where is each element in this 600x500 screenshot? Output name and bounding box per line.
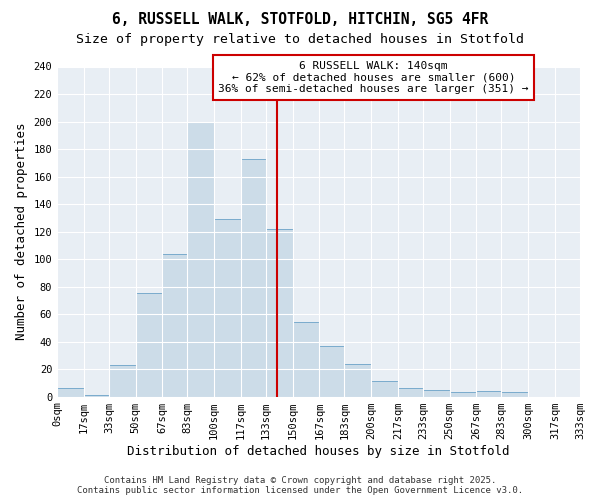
Bar xyxy=(476,391,502,396)
Bar xyxy=(163,254,187,396)
Bar xyxy=(423,390,449,396)
Bar xyxy=(502,392,528,396)
Bar xyxy=(84,395,109,396)
Bar xyxy=(136,294,163,397)
Bar xyxy=(398,388,423,396)
Bar xyxy=(371,382,398,396)
X-axis label: Distribution of detached houses by size in Stotfold: Distribution of detached houses by size … xyxy=(127,444,510,458)
Bar xyxy=(344,364,371,396)
Bar xyxy=(319,346,344,397)
Text: Contains HM Land Registry data © Crown copyright and database right 2025.
Contai: Contains HM Land Registry data © Crown c… xyxy=(77,476,523,495)
Bar xyxy=(109,365,136,396)
Bar xyxy=(214,219,241,396)
Y-axis label: Number of detached properties: Number of detached properties xyxy=(15,123,28,340)
Bar xyxy=(293,322,319,396)
Text: 6 RUSSELL WALK: 140sqm
← 62% of detached houses are smaller (600)
36% of semi-de: 6 RUSSELL WALK: 140sqm ← 62% of detached… xyxy=(218,61,529,94)
Bar xyxy=(449,392,476,396)
Text: 6, RUSSELL WALK, STOTFOLD, HITCHIN, SG5 4FR: 6, RUSSELL WALK, STOTFOLD, HITCHIN, SG5 … xyxy=(112,12,488,28)
Bar xyxy=(266,229,293,396)
Bar xyxy=(241,158,266,396)
Bar xyxy=(187,122,214,396)
Text: Size of property relative to detached houses in Stotfold: Size of property relative to detached ho… xyxy=(76,32,524,46)
Bar xyxy=(57,388,84,396)
